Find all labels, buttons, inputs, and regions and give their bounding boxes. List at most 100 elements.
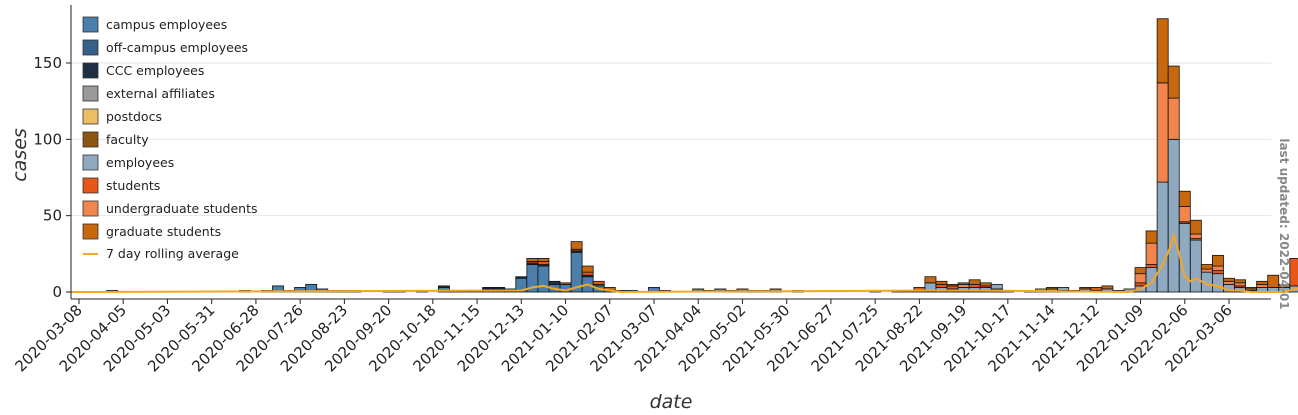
bar-segment <box>1200 264 1213 270</box>
legend-swatch <box>82 200 99 217</box>
legend-swatch <box>82 85 99 102</box>
bar-segment <box>1145 230 1158 244</box>
bar-segment <box>592 280 605 285</box>
bar-segment <box>537 261 550 265</box>
bar-segment <box>1134 282 1147 287</box>
bar-segment <box>946 285 959 290</box>
bar-segment <box>537 258 550 262</box>
bar-segment <box>559 282 572 285</box>
bar-segment <box>1167 97 1180 140</box>
legend-swatch <box>82 62 99 79</box>
bar-segment <box>581 265 594 273</box>
bar-segment <box>1212 254 1224 267</box>
stacked-bars <box>106 18 1298 293</box>
bar-segment <box>1156 82 1169 183</box>
legend-label: students <box>106 178 160 193</box>
bar-segment <box>924 276 937 284</box>
bar-segment <box>1057 287 1070 291</box>
y-ticks: 0 50 100 150 <box>33 54 71 301</box>
bar-segment <box>1134 273 1147 284</box>
axes <box>70 5 1271 300</box>
legend-label: faculty <box>106 132 149 147</box>
legend-label: graduate students <box>106 224 221 239</box>
bar-segment <box>946 283 959 287</box>
bar-segment <box>1189 239 1202 293</box>
x-ticks: 2020-03-082020-04-052020-05-032020-05-31… <box>11 299 1236 375</box>
bar-segment <box>968 283 981 288</box>
bar-segment <box>1289 258 1298 287</box>
bar-segment <box>1212 273 1224 293</box>
legend-swatch <box>82 16 99 33</box>
bar-segment <box>1101 285 1114 290</box>
bar-segment <box>1156 18 1169 84</box>
legend-label: off-campus employees <box>106 40 248 55</box>
bar-segment <box>515 276 528 279</box>
bar-segment <box>581 271 594 276</box>
bar-segment <box>1189 233 1202 239</box>
legend-label: undergraduate students <box>106 201 258 216</box>
bar-segment <box>482 287 495 290</box>
bar-segment <box>1167 138 1180 293</box>
bar-segment <box>1223 280 1235 285</box>
y-tick-label: 150 <box>33 54 62 72</box>
bar-segment <box>935 283 948 288</box>
legend-label: postdocs <box>106 109 162 124</box>
bar-segment <box>1267 274 1280 288</box>
bar-segment <box>1079 287 1092 290</box>
bar-segment <box>957 283 970 288</box>
bar-segment <box>979 282 992 287</box>
y-axis-label: cases <box>9 128 31 182</box>
legend-label: employees <box>106 155 174 170</box>
bar-segment <box>1212 265 1224 272</box>
rolling-average-path <box>71 232 1298 294</box>
bar-segment <box>437 285 450 288</box>
bar-segment <box>1189 219 1202 235</box>
bar-segment <box>935 280 948 285</box>
bar-segment <box>1234 279 1246 284</box>
last-updated-label: last updated: 2022-04-01 <box>1277 138 1291 309</box>
bar-segment <box>1245 287 1258 290</box>
bar-segment <box>1145 267 1158 293</box>
rolling-average-line <box>71 232 1298 294</box>
bar-segment <box>924 282 937 291</box>
bar-segment <box>1234 282 1246 287</box>
bar-segment <box>1145 264 1158 268</box>
bar-segment <box>1134 267 1147 275</box>
bar-segment <box>1178 190 1191 207</box>
legend-label: CCC employees <box>106 63 204 78</box>
bar-segment <box>1256 280 1269 285</box>
legend-swatch <box>82 39 99 56</box>
bar-segment <box>957 282 970 285</box>
bar-segment <box>1178 206 1191 223</box>
legend-label: campus employees <box>106 17 227 32</box>
bar-segment <box>493 287 506 290</box>
x-axis-label: date <box>650 391 693 413</box>
bar-segment <box>1256 283 1269 288</box>
bar-segment <box>1046 287 1059 290</box>
bar-segment <box>1090 287 1103 291</box>
y-tick-label: 50 <box>43 207 62 225</box>
bar-segment <box>526 258 539 262</box>
legend-swatch <box>82 177 99 194</box>
bar-segment <box>570 241 583 250</box>
bar-segment <box>1200 268 1213 273</box>
bar-segment <box>1156 181 1169 293</box>
bar-segment <box>548 280 561 285</box>
gridlines <box>71 62 1271 293</box>
legend-label: external affiliates <box>106 86 215 101</box>
bar-segment <box>968 279 981 285</box>
legend-swatch <box>82 131 99 148</box>
bar-segment <box>1223 277 1235 282</box>
legend-label: 7 day rolling average <box>106 246 239 261</box>
bar-segment <box>1167 65 1180 99</box>
y-tick-label: 0 <box>52 283 62 301</box>
bar-segment <box>1145 242 1158 265</box>
y-tick-label: 100 <box>33 130 62 148</box>
bar-segment <box>537 265 550 293</box>
bar-segment <box>990 283 1003 290</box>
legend-swatch <box>82 223 99 240</box>
legend: campus employees off-campus employees CCC … <box>82 16 258 261</box>
bar-segment <box>1212 270 1224 275</box>
